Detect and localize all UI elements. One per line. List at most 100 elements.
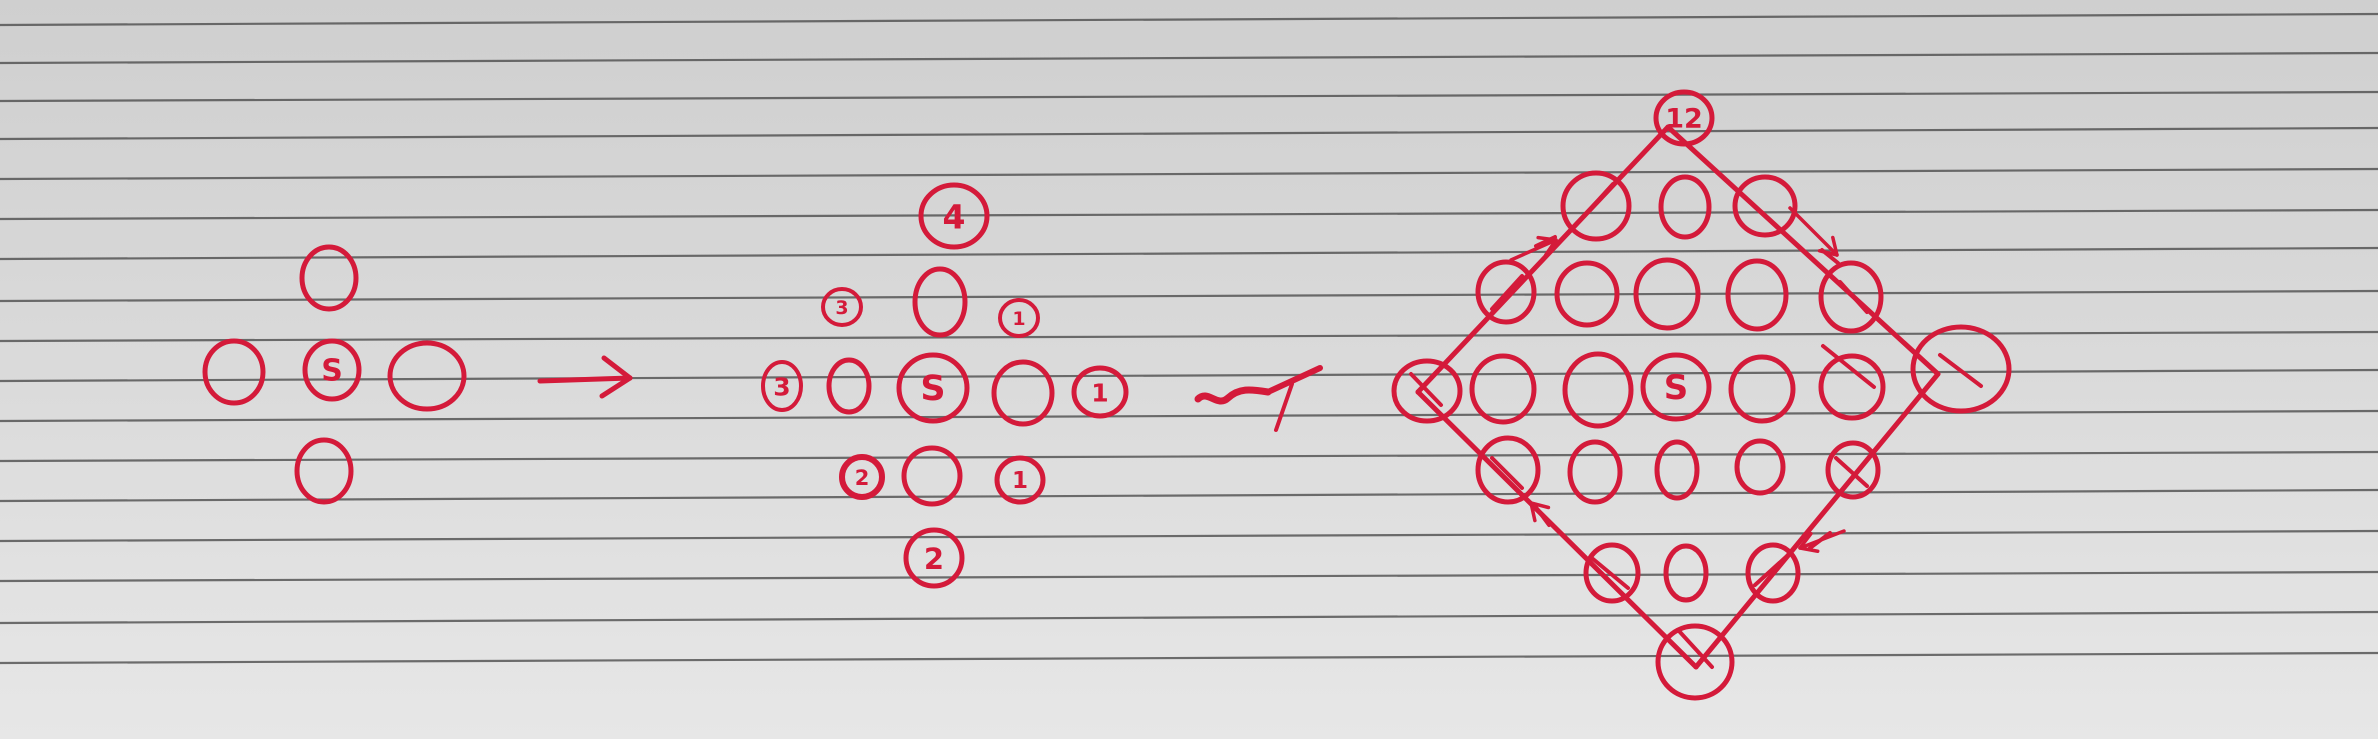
circle (1663, 543, 1709, 603)
circle-label: 2 (924, 542, 944, 576)
arrow (537, 355, 633, 399)
circle (387, 340, 467, 412)
ink-stroke (1938, 353, 1983, 388)
circle (299, 244, 359, 312)
ink-stroke (1591, 557, 1630, 590)
circle-outline (294, 437, 354, 505)
circle-outline (1469, 353, 1537, 425)
ink-stroke (1821, 344, 1876, 389)
labeled-circle: S (896, 352, 970, 424)
circle-outline (1725, 258, 1789, 332)
circle-outline (896, 352, 970, 424)
circle (1633, 257, 1701, 331)
circle-outline (903, 527, 965, 589)
ruled-line (0, 529, 2378, 543)
circle-outline (1818, 353, 1886, 421)
circle (1391, 358, 1463, 424)
circle-outline (994, 455, 1046, 505)
circle-outline (761, 360, 803, 412)
ink-stroke (1409, 372, 1443, 407)
ruled-line (0, 208, 2378, 221)
circle-outline (1391, 358, 1463, 424)
ruled-line (0, 289, 2378, 303)
circle (1825, 440, 1881, 500)
circle-outline (1653, 89, 1715, 147)
labeled-circle: S (302, 338, 362, 402)
circle (1654, 439, 1700, 501)
circle (1583, 542, 1641, 604)
circle-label: 12 (1665, 104, 1703, 135)
ink-stroke (1274, 382, 1294, 432)
circle-outline (1654, 439, 1700, 501)
circle-outline (821, 287, 863, 327)
labeled-circle: 1 (998, 298, 1040, 338)
circle-outline (1071, 365, 1129, 419)
circle (901, 445, 963, 507)
labeled-circle: 12 (1653, 89, 1715, 147)
ruled-line (0, 651, 2378, 665)
circle-outline (299, 244, 359, 312)
ink-stroke (1415, 124, 1671, 395)
circle (1910, 324, 2012, 414)
circle-label: 3 (773, 373, 790, 402)
arrow-head (599, 355, 633, 399)
circle-label: 1 (1012, 308, 1025, 330)
ruled-line (0, 90, 2378, 103)
circle (1725, 258, 1789, 332)
ruled-line (0, 409, 2378, 423)
ruled-line (0, 246, 2378, 261)
circle-outline (1475, 259, 1537, 325)
circle (1567, 439, 1623, 505)
circle (912, 266, 968, 338)
labeled-circle: 3 (761, 360, 803, 412)
circle (1655, 623, 1735, 701)
circle-label: S (920, 369, 945, 409)
circle-outline (302, 338, 362, 402)
circle-outline (1640, 352, 1712, 422)
ink-stroke (1753, 554, 1789, 587)
circle (202, 338, 266, 406)
ruled-line (0, 51, 2378, 65)
circle-outline (1732, 174, 1798, 238)
labeled-circle: 1 (1071, 365, 1129, 419)
circle (991, 359, 1055, 427)
labeled-circle: 3 (821, 287, 863, 327)
circle-outline (1554, 260, 1620, 328)
circle (1734, 438, 1786, 496)
circle-outline (1818, 260, 1884, 334)
circle-outline (1633, 257, 1701, 331)
ruled-line (0, 12, 2378, 27)
circle-outline (901, 445, 963, 507)
ruled-line (0, 488, 2378, 503)
ink-stroke (1490, 274, 1524, 311)
ruled-line (0, 368, 2378, 383)
circle-outline (1910, 324, 2012, 414)
circle (1732, 174, 1798, 238)
circle-outline (1734, 438, 1786, 496)
ink-stroke (1838, 280, 1869, 314)
ink-stroke (1808, 531, 1832, 550)
ink-stroke (1534, 235, 1557, 248)
circle (294, 437, 354, 505)
ruled-line (0, 610, 2378, 625)
circle (826, 357, 872, 415)
connector-squiggle (1194, 386, 1272, 405)
circle-outline (918, 182, 990, 250)
circle-outline (1562, 351, 1634, 429)
circle-outline (1583, 542, 1641, 604)
labeled-circle: 4 (918, 182, 990, 250)
circle-label: 4 (943, 198, 966, 237)
circle (1562, 351, 1634, 429)
circle-outline (202, 338, 266, 406)
circle-outline (826, 357, 872, 415)
circle-label: S (1664, 368, 1689, 408)
labeled-circle: 2 (839, 454, 885, 500)
ruled-lines (0, 12, 2378, 665)
circle (1658, 174, 1712, 240)
circle-label: S (321, 354, 343, 389)
circle-outline (1825, 440, 1881, 500)
circle-label: 2 (855, 466, 870, 490)
